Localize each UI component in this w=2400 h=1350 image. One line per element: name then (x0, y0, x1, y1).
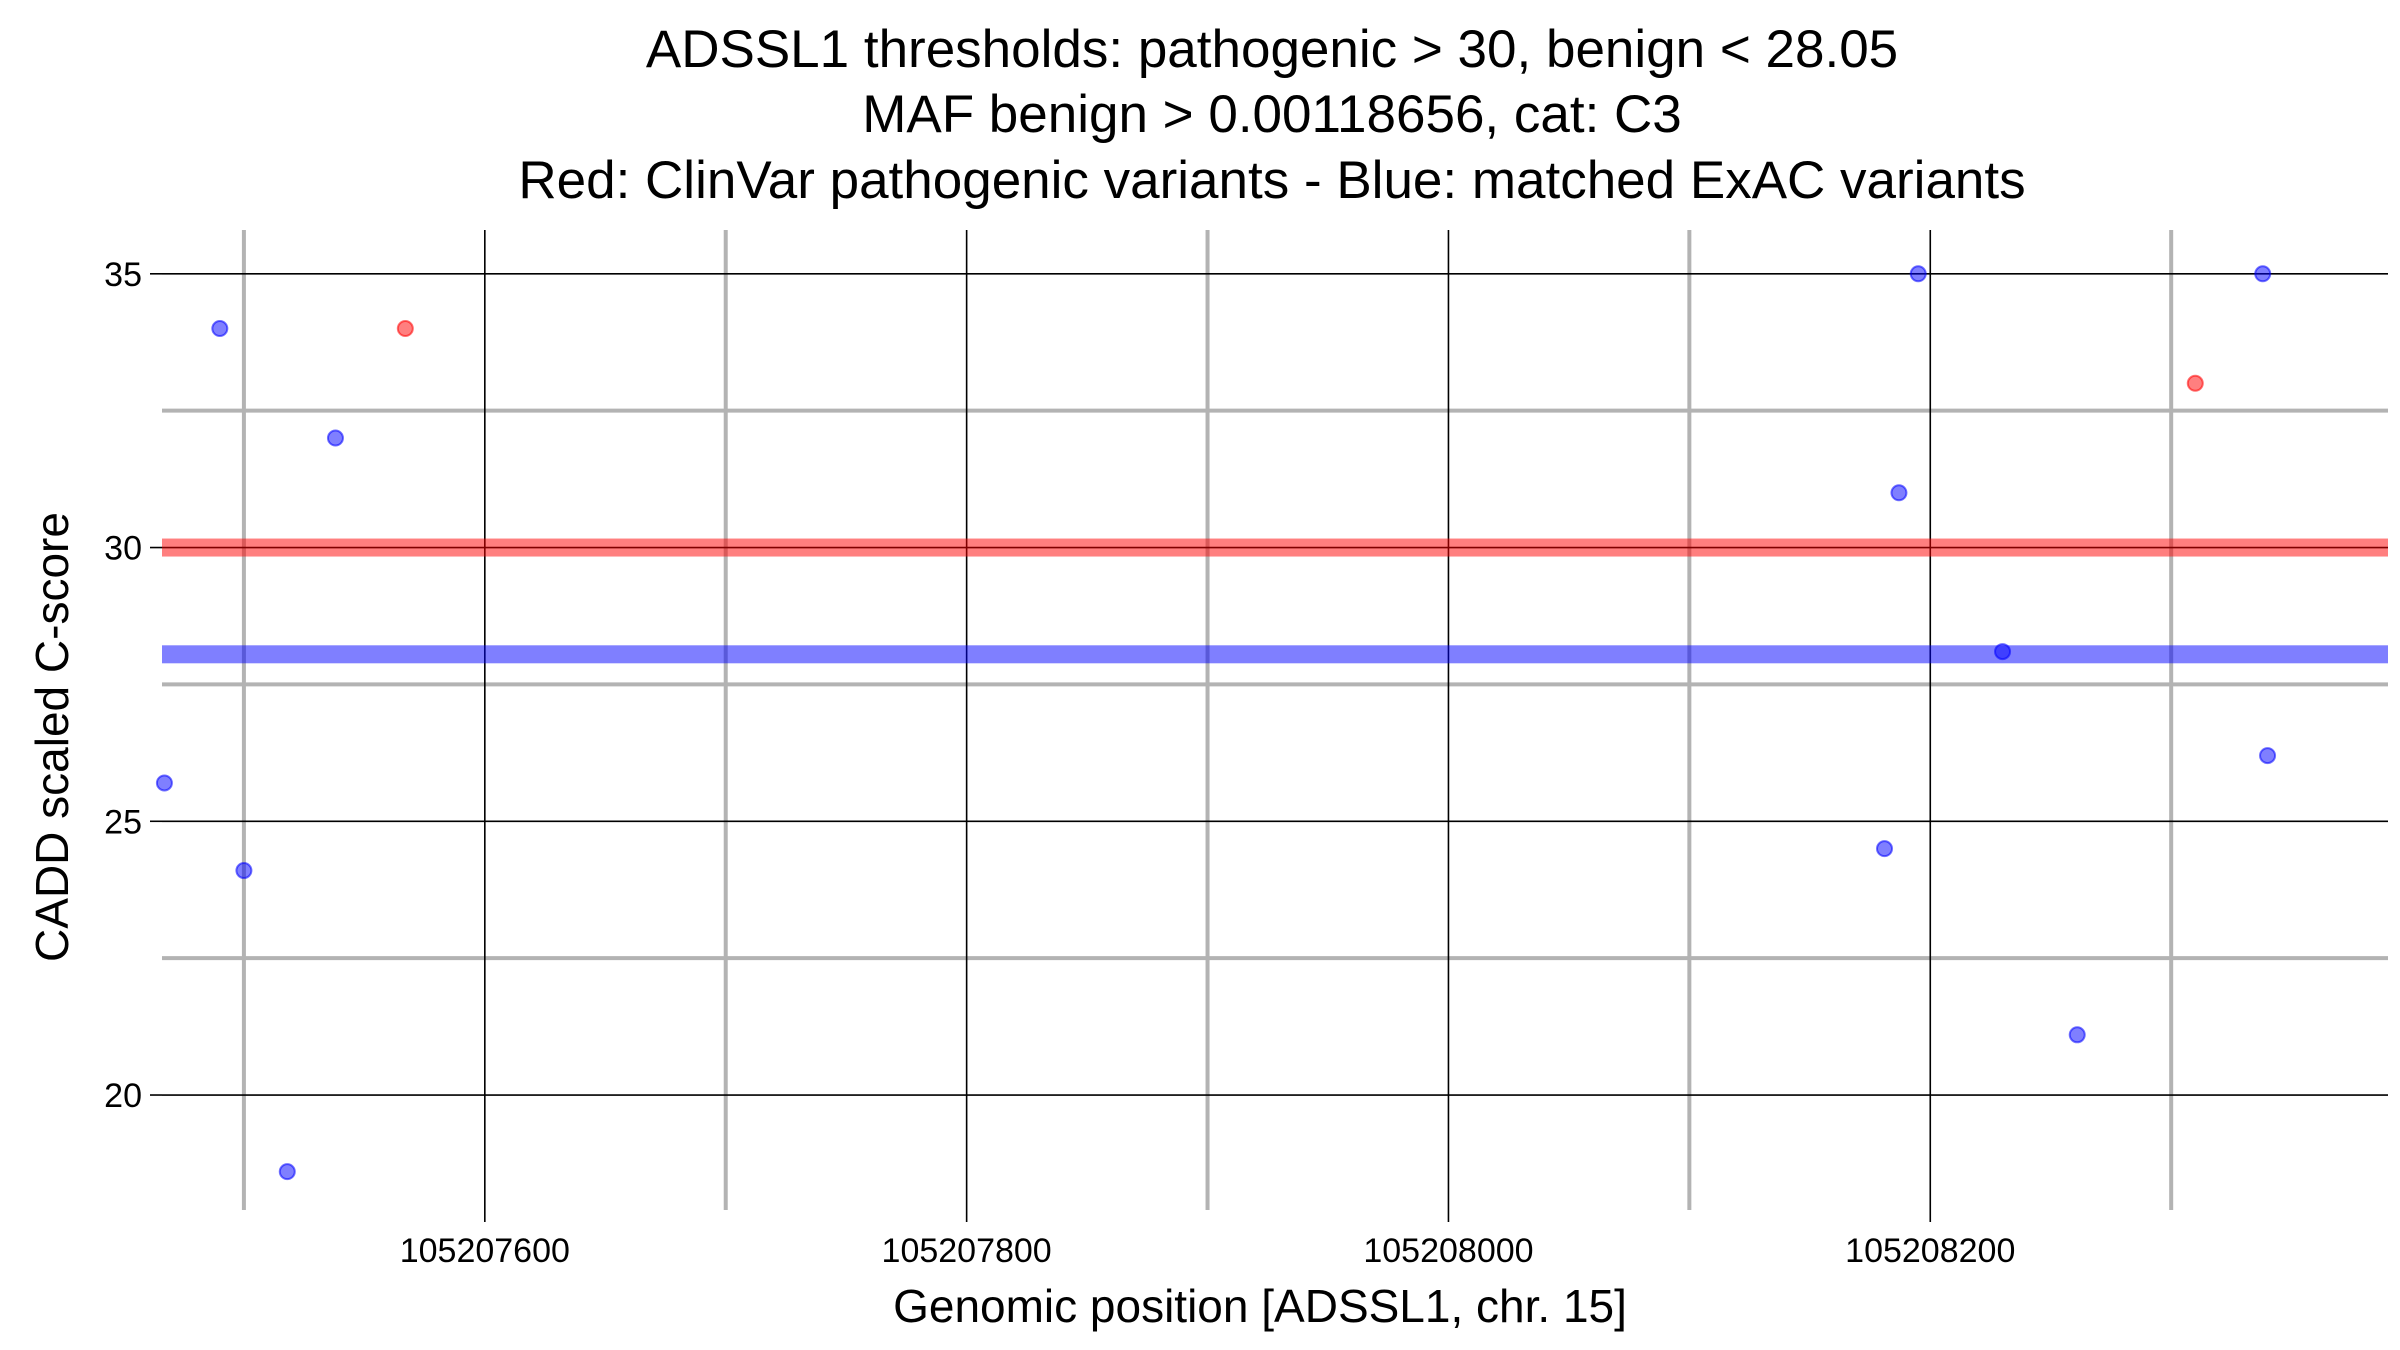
y-axis: 20 25 30 35 (104, 256, 162, 1115)
data-points (155, 265, 2277, 1181)
title-line-3: Red: ClinVar pathogenic variants - Blue:… (518, 151, 2025, 210)
title-line-2: MAF benign > 0.00118656, cat: C3 (862, 85, 1682, 144)
pathogenic-threshold-line (162, 538, 2388, 557)
data-point (1876, 840, 1893, 858)
benign-threshold-line (162, 645, 2388, 664)
chart-title: ADSSL1 thresholds: pathogenic > 30, beni… (518, 20, 2025, 210)
data-point (1909, 265, 1927, 283)
data-point (2068, 1026, 2086, 1044)
data-point (2186, 374, 2204, 392)
y-tick-label: 30 (104, 530, 142, 568)
y-tick-label: 20 (104, 1077, 142, 1115)
x-axis-label: Genomic position [ADSSL1, chr. 15] (893, 1280, 1627, 1332)
title-line-1: ADSSL1 thresholds: pathogenic > 30, beni… (646, 20, 1898, 79)
data-point (1994, 643, 2012, 661)
data-point (155, 774, 173, 792)
data-point (2259, 747, 2277, 765)
data-point (326, 429, 344, 447)
minor-gridlines (162, 230, 2388, 1210)
data-point (2254, 265, 2272, 283)
x-tick-label: 105207600 (400, 1232, 570, 1270)
x-tick-label: 105207800 (882, 1232, 1052, 1270)
x-axis: 105207600 105207800 105208000 105208200 (400, 1210, 2015, 1270)
data-point (235, 862, 253, 880)
y-axis-label: CADD scaled C-score (26, 512, 78, 962)
data-point (278, 1163, 296, 1181)
major-gridlines (162, 230, 2388, 1210)
x-tick-label: 105208000 (1363, 1232, 1533, 1270)
x-tick-label: 105208200 (1845, 1232, 2015, 1270)
y-tick-label: 25 (104, 803, 142, 841)
data-point (1890, 484, 1908, 502)
data-point (396, 320, 414, 338)
data-point (211, 320, 229, 338)
threshold-lines (162, 538, 2388, 664)
y-tick-label: 35 (104, 256, 142, 294)
